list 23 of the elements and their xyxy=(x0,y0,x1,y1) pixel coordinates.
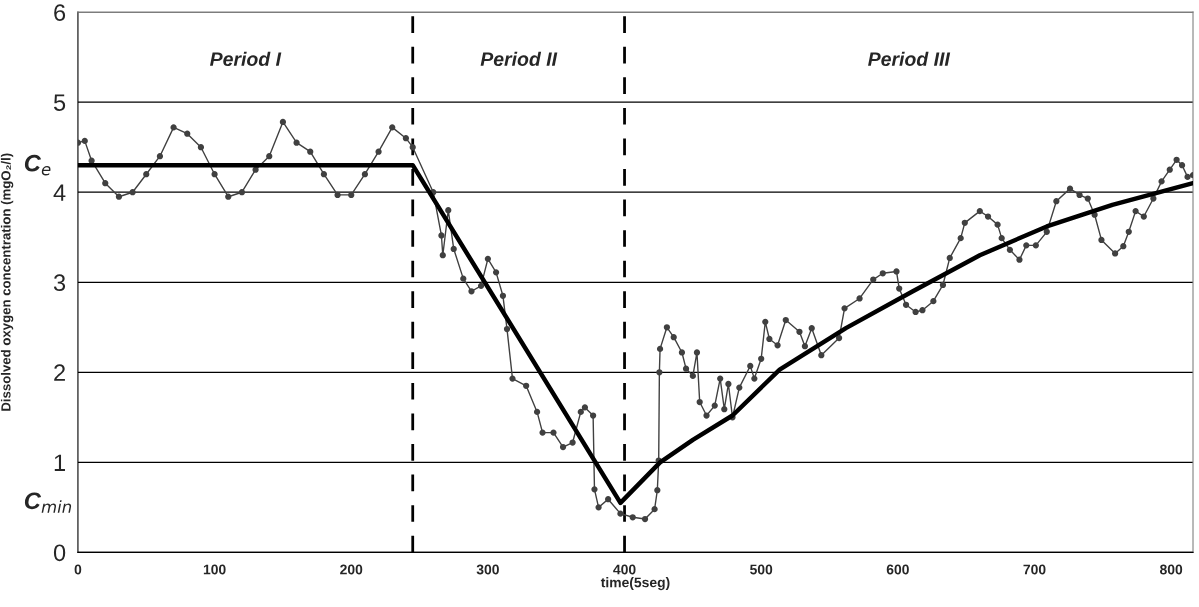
x-axis-title: time(5seg) xyxy=(600,577,670,591)
y-tick-label: 6 xyxy=(54,4,66,21)
x-tick-label: 200 xyxy=(340,564,363,575)
annotation: Period III xyxy=(868,51,951,66)
y-tick-label: 1 xyxy=(54,454,65,471)
y-axis-title: Dissolved oxygen concentration (mgO₂/l) xyxy=(0,153,14,411)
x-tick-label: 300 xyxy=(476,564,499,575)
y-tick-label: 2 xyxy=(54,364,65,381)
annotation: Period II xyxy=(480,51,558,66)
text: C$_{e}$ xyxy=(24,154,51,176)
text: C$_{min}$ xyxy=(24,492,72,513)
y-tick-label: 5 xyxy=(53,94,66,111)
x-tick-label: 700 xyxy=(1023,564,1046,575)
x-tick-label: 800 xyxy=(1160,564,1183,575)
x-tick-label: 100 xyxy=(203,564,226,575)
y-tick-label: 4 xyxy=(53,184,66,201)
y-tick-label: 0 xyxy=(53,544,66,562)
y-tick-label: 3 xyxy=(53,274,66,292)
annotation: Period I xyxy=(210,51,282,66)
x-tick-label: 500 xyxy=(750,564,773,575)
x-tick-label: 0 xyxy=(74,564,82,575)
x-tick-label: 600 xyxy=(886,564,909,575)
x-tick-label: 400 xyxy=(613,564,636,575)
